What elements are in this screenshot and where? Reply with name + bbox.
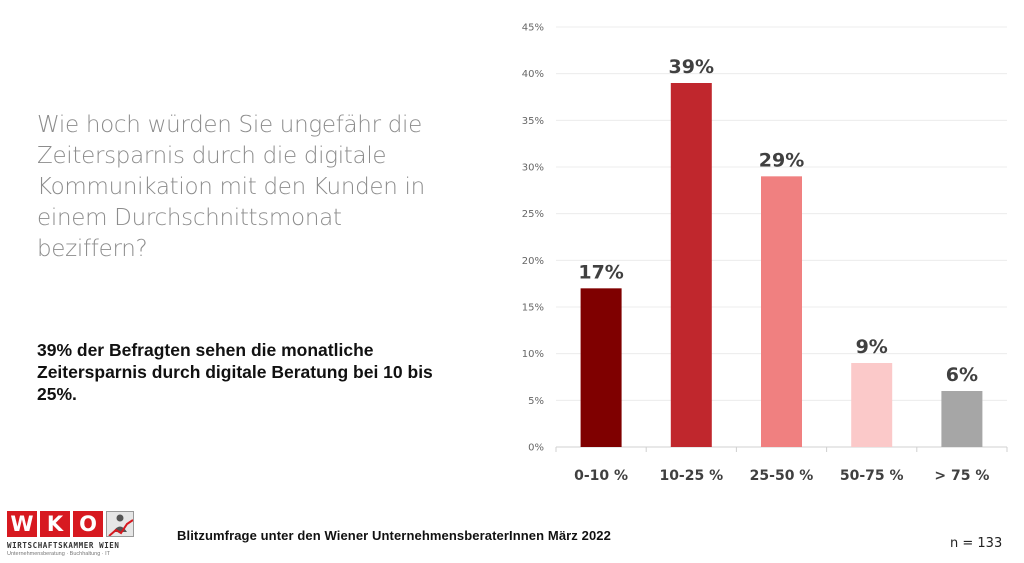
data-label: 29%	[759, 149, 804, 171]
bar	[670, 83, 712, 447]
x-category-label: 50-75 %	[840, 468, 904, 484]
bar	[761, 176, 802, 448]
logo-letter-w: W	[7, 511, 37, 537]
data-label: 39%	[669, 56, 714, 78]
y-tick-label: 45%	[522, 23, 544, 34]
x-category-label: 25-50 %	[750, 468, 814, 484]
logo-letter-o: O	[73, 511, 103, 537]
x-category-label: 10-25 %	[659, 468, 723, 484]
x-category-label: 0-10 %	[574, 468, 628, 484]
bar	[851, 363, 893, 447]
y-axis-ticks: 0% 5% 10% 15% 20% 25% 30% 35% 40% 45%	[522, 23, 544, 454]
data-label: 17%	[578, 261, 623, 283]
y-tick-label: 40%	[522, 69, 544, 80]
logo-letter-k: K	[40, 511, 70, 537]
sample-size: n = 133	[950, 536, 1003, 551]
y-tick-label: 10%	[522, 349, 544, 360]
bar	[941, 391, 983, 447]
data-label: 6%	[946, 364, 978, 386]
y-tick-label: 20%	[522, 256, 544, 267]
x-category-label: > 75 %	[934, 468, 989, 484]
summary-statement: 39% der Befragten sehen die monatliche Z…	[37, 340, 433, 404]
bar	[580, 288, 622, 447]
y-tick-label: 5%	[528, 396, 544, 407]
bar-chart: 0% 5% 10% 15% 20% 25% 30% 35% 40% 45% 17% 39% 29% 9%…	[522, 23, 1008, 484]
y-tick-label: 15%	[522, 303, 544, 314]
y-tick-label: 0%	[528, 443, 544, 454]
consultant-chart-icon	[106, 511, 134, 537]
data-label: 9%	[856, 336, 888, 358]
survey-source-footer: Blitzumfrage unter den Wiener Unternehme…	[177, 528, 611, 543]
logo-subline: Unternehmensberatung · Buchhaltung · IT	[7, 551, 111, 557]
logo-organization-name: WIRTSCHAFTSKAMMER WIEN	[7, 541, 120, 550]
x-axis-labels: 0-10 % 10-25 % 25-50 % 50-75 % > 75 %	[574, 468, 989, 484]
survey-question: Wie hoch würden Sie ungefähr die Zeiters…	[37, 112, 425, 262]
bars	[580, 83, 983, 448]
y-tick-label: 25%	[522, 209, 544, 220]
y-tick-label: 30%	[522, 163, 544, 174]
data-labels: 17% 39% 29% 9% 6%	[578, 56, 978, 386]
y-tick-label: 35%	[522, 116, 544, 127]
